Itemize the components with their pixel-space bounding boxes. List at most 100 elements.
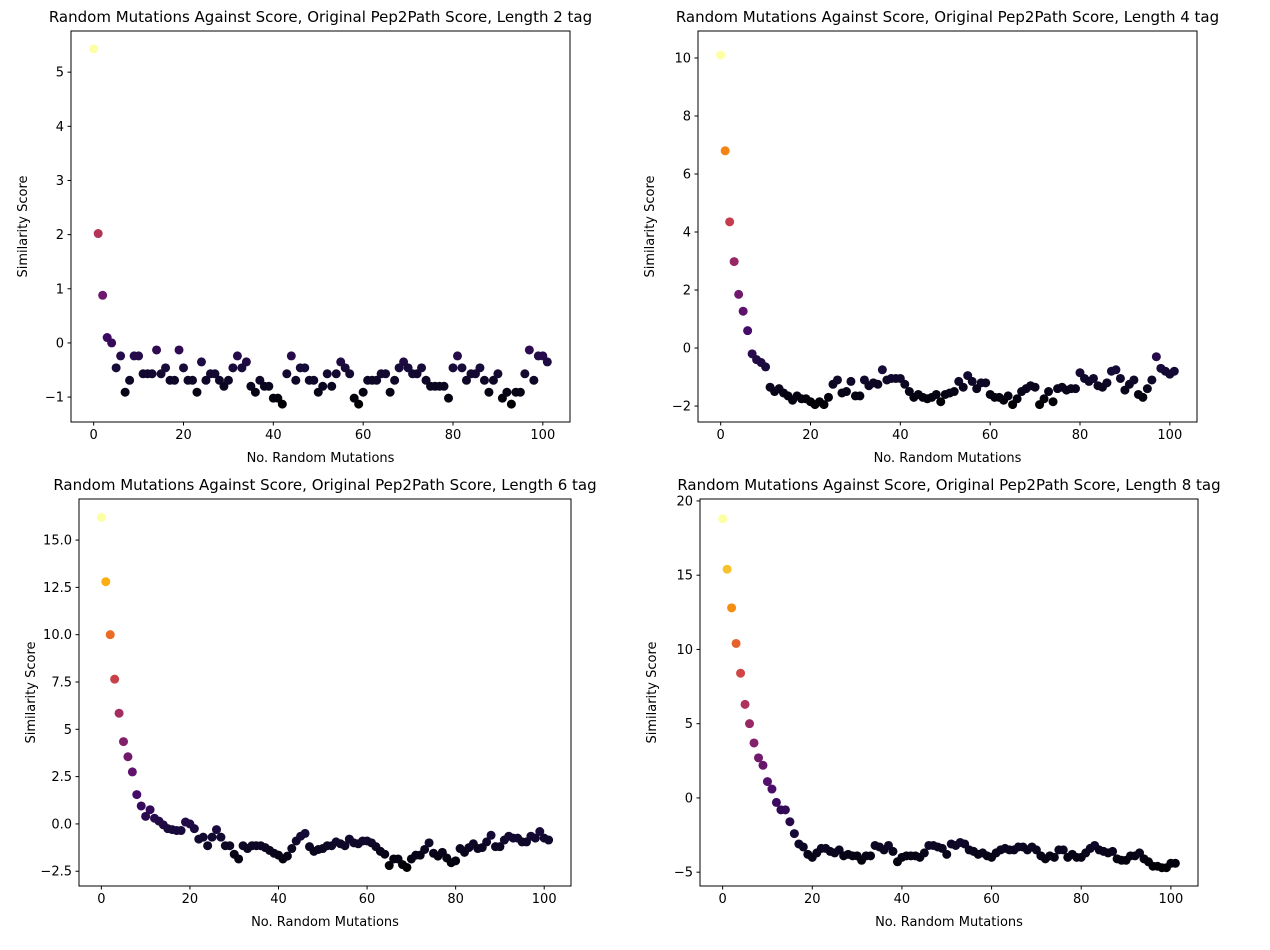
y-axis-label: Similarity Score [643, 175, 658, 277]
x-tick-label: 80 [1072, 428, 1089, 443]
y-tick-label: 2.5 [51, 770, 72, 785]
point [210, 369, 220, 379]
point [452, 351, 462, 361]
point [147, 369, 157, 379]
y-tick-label: 0 [683, 342, 691, 357]
point [192, 387, 202, 397]
y-tick-label: 1 [56, 282, 64, 297]
y-tick-label: 0 [685, 791, 693, 806]
point [720, 146, 730, 156]
point [1048, 397, 1058, 407]
point [444, 393, 454, 403]
point [502, 387, 512, 397]
point [277, 399, 287, 409]
x-tick-label: 20 [175, 428, 192, 443]
point [340, 841, 350, 851]
point [846, 376, 856, 386]
point [936, 397, 946, 407]
point [105, 630, 115, 640]
point [223, 375, 233, 385]
point [132, 790, 142, 800]
point [542, 357, 552, 367]
point [475, 363, 485, 373]
point [535, 826, 545, 836]
point [318, 381, 328, 391]
y-tick-label: 2 [56, 228, 64, 243]
point [380, 849, 390, 859]
y-tick-label: −2 [672, 400, 691, 415]
point [1012, 394, 1022, 404]
point [309, 375, 319, 385]
y-tick-label: 0 [56, 336, 64, 351]
subplot: Random Mutations Against Score, Original… [643, 8, 1219, 466]
point [402, 862, 412, 872]
point [958, 382, 968, 392]
point [1151, 352, 1161, 362]
x-tick-label: 60 [982, 428, 999, 443]
point [152, 345, 162, 355]
point [1044, 387, 1054, 397]
point [145, 805, 155, 815]
subplot: Random Mutations Against Score, Original… [16, 8, 592, 466]
point [734, 289, 744, 299]
point [417, 363, 427, 373]
point [722, 564, 732, 574]
point [888, 846, 898, 856]
point [451, 856, 461, 866]
x-tick-label: 40 [892, 428, 909, 443]
point [529, 375, 539, 385]
point [439, 381, 449, 391]
point [495, 842, 505, 852]
y-axis-label: Similarity Score [645, 641, 660, 743]
point [234, 854, 244, 864]
x-tick-label: 100 [530, 428, 555, 443]
axes-frame [70, 30, 571, 423]
point [96, 512, 106, 522]
y-tick-label: −5 [674, 866, 693, 881]
y-tick-label: 15 [676, 569, 693, 584]
point [448, 363, 458, 373]
point [1088, 373, 1098, 383]
point [216, 832, 226, 842]
x-tick-label: 60 [355, 428, 372, 443]
y-tick-label: 20 [676, 494, 693, 509]
point [127, 767, 137, 777]
point [207, 832, 217, 842]
point [123, 752, 133, 762]
point [196, 357, 206, 367]
point [250, 387, 260, 397]
point [170, 375, 180, 385]
axes-frame [699, 498, 1199, 887]
point [731, 638, 741, 648]
y-tick-label: 7.5 [51, 675, 72, 690]
point [136, 801, 146, 811]
point [758, 760, 768, 770]
point [1058, 845, 1068, 855]
point [286, 351, 296, 361]
point [1049, 852, 1059, 862]
point [141, 811, 151, 821]
y-axis-label: Similarity Score [16, 175, 31, 277]
point [515, 387, 525, 397]
point [725, 217, 735, 227]
point [119, 737, 129, 747]
point [767, 784, 777, 794]
point [1003, 391, 1013, 401]
x-tick-label: 60 [359, 892, 376, 907]
point [198, 832, 208, 842]
point [798, 842, 808, 852]
x-tick-label: 100 [1157, 428, 1182, 443]
point [1030, 382, 1040, 392]
point [771, 797, 781, 807]
point [479, 375, 489, 385]
point [1169, 366, 1179, 376]
point [967, 376, 977, 386]
x-axis-label: No. Random Mutations [875, 915, 1023, 930]
point [1142, 384, 1152, 394]
point [372, 375, 382, 385]
point [530, 833, 540, 843]
point [981, 378, 991, 388]
point [855, 391, 865, 401]
point [187, 375, 197, 385]
y-tick-label: 4 [56, 120, 64, 135]
